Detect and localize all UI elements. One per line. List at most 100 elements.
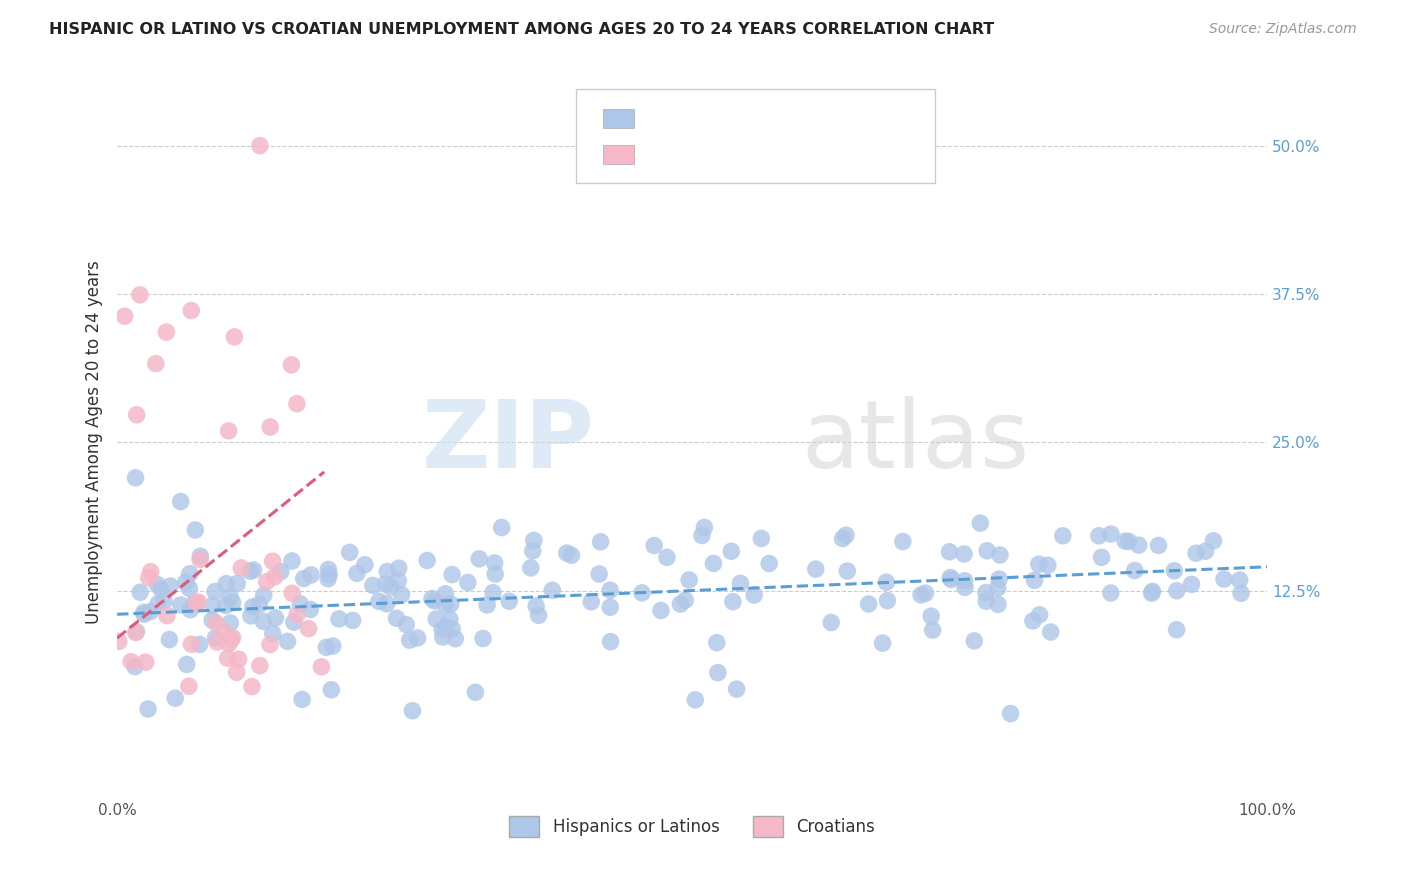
Point xyxy=(292,572,315,586)
Point xyxy=(974,594,997,608)
Point xyxy=(953,574,976,588)
Point xyxy=(226,576,249,591)
Point xyxy=(725,681,748,696)
Point xyxy=(938,545,960,559)
Point xyxy=(264,611,287,625)
Point xyxy=(129,288,152,302)
Point xyxy=(804,562,827,576)
Point xyxy=(1024,573,1046,587)
Point xyxy=(498,594,520,608)
Point xyxy=(690,528,713,542)
Point xyxy=(179,582,201,596)
Point xyxy=(1028,558,1050,572)
Point xyxy=(239,608,262,623)
Point xyxy=(215,599,238,613)
Point xyxy=(720,544,742,558)
Point xyxy=(693,520,716,534)
Point xyxy=(987,598,1010,612)
Point xyxy=(1185,546,1208,560)
Point xyxy=(468,552,491,566)
Point xyxy=(444,632,467,646)
Point xyxy=(212,624,235,639)
Point xyxy=(599,634,621,648)
Point xyxy=(1039,625,1062,640)
Point xyxy=(139,565,162,579)
Point xyxy=(1118,534,1140,549)
Text: N =: N = xyxy=(740,145,776,163)
Point xyxy=(328,612,350,626)
Point xyxy=(290,597,312,611)
Point xyxy=(184,596,207,610)
Point xyxy=(425,612,447,626)
Point xyxy=(1147,538,1170,552)
Point xyxy=(281,586,304,600)
Point xyxy=(391,588,413,602)
Point xyxy=(249,138,271,153)
Point xyxy=(174,575,197,590)
Point xyxy=(150,582,173,597)
Point xyxy=(387,574,409,588)
Point xyxy=(434,619,457,633)
Point xyxy=(165,691,187,706)
Point xyxy=(188,549,211,564)
Point xyxy=(183,597,205,611)
Point xyxy=(395,617,418,632)
Point xyxy=(1036,558,1059,573)
Point xyxy=(124,659,146,673)
Point xyxy=(643,539,665,553)
Point xyxy=(125,624,148,639)
Point xyxy=(475,598,498,612)
Point xyxy=(599,600,621,615)
Point xyxy=(240,680,263,694)
Point xyxy=(242,599,264,614)
Text: R =: R = xyxy=(644,145,681,163)
Point xyxy=(299,602,322,616)
Point xyxy=(204,631,226,645)
Point xyxy=(225,665,247,680)
Point xyxy=(170,598,193,612)
Point xyxy=(1213,572,1236,586)
Point xyxy=(484,556,506,570)
Point xyxy=(1202,533,1225,548)
Point xyxy=(588,567,610,582)
Point xyxy=(1230,586,1253,600)
Point xyxy=(872,636,894,650)
Point xyxy=(262,554,284,568)
Point xyxy=(342,614,364,628)
Point xyxy=(523,533,546,548)
Point xyxy=(1090,550,1112,565)
Point xyxy=(299,568,322,582)
Point xyxy=(831,532,853,546)
Point xyxy=(706,635,728,649)
Point xyxy=(231,561,253,575)
Point xyxy=(180,637,202,651)
Point xyxy=(221,632,243,647)
Point xyxy=(285,607,308,622)
Point xyxy=(939,570,962,584)
Point xyxy=(758,557,780,571)
Point xyxy=(157,632,180,647)
Point xyxy=(406,631,429,645)
Point xyxy=(969,516,991,530)
Point xyxy=(318,562,340,576)
Point xyxy=(145,357,167,371)
Y-axis label: Unemployment Among Ages 20 to 24 years: Unemployment Among Ages 20 to 24 years xyxy=(86,260,103,624)
Point xyxy=(252,615,274,629)
Point xyxy=(129,585,152,599)
Point xyxy=(375,597,398,611)
Point xyxy=(669,597,692,611)
Point xyxy=(270,565,292,579)
Point xyxy=(441,567,464,582)
Point xyxy=(218,637,240,651)
Point xyxy=(655,550,678,565)
Point xyxy=(146,577,169,591)
Point xyxy=(205,635,228,649)
Point xyxy=(1123,564,1146,578)
Point xyxy=(939,573,962,587)
Point xyxy=(484,567,506,582)
Point xyxy=(277,634,299,648)
Point xyxy=(1114,534,1136,549)
Point xyxy=(184,523,207,537)
Point xyxy=(555,546,578,560)
Point xyxy=(153,594,176,608)
